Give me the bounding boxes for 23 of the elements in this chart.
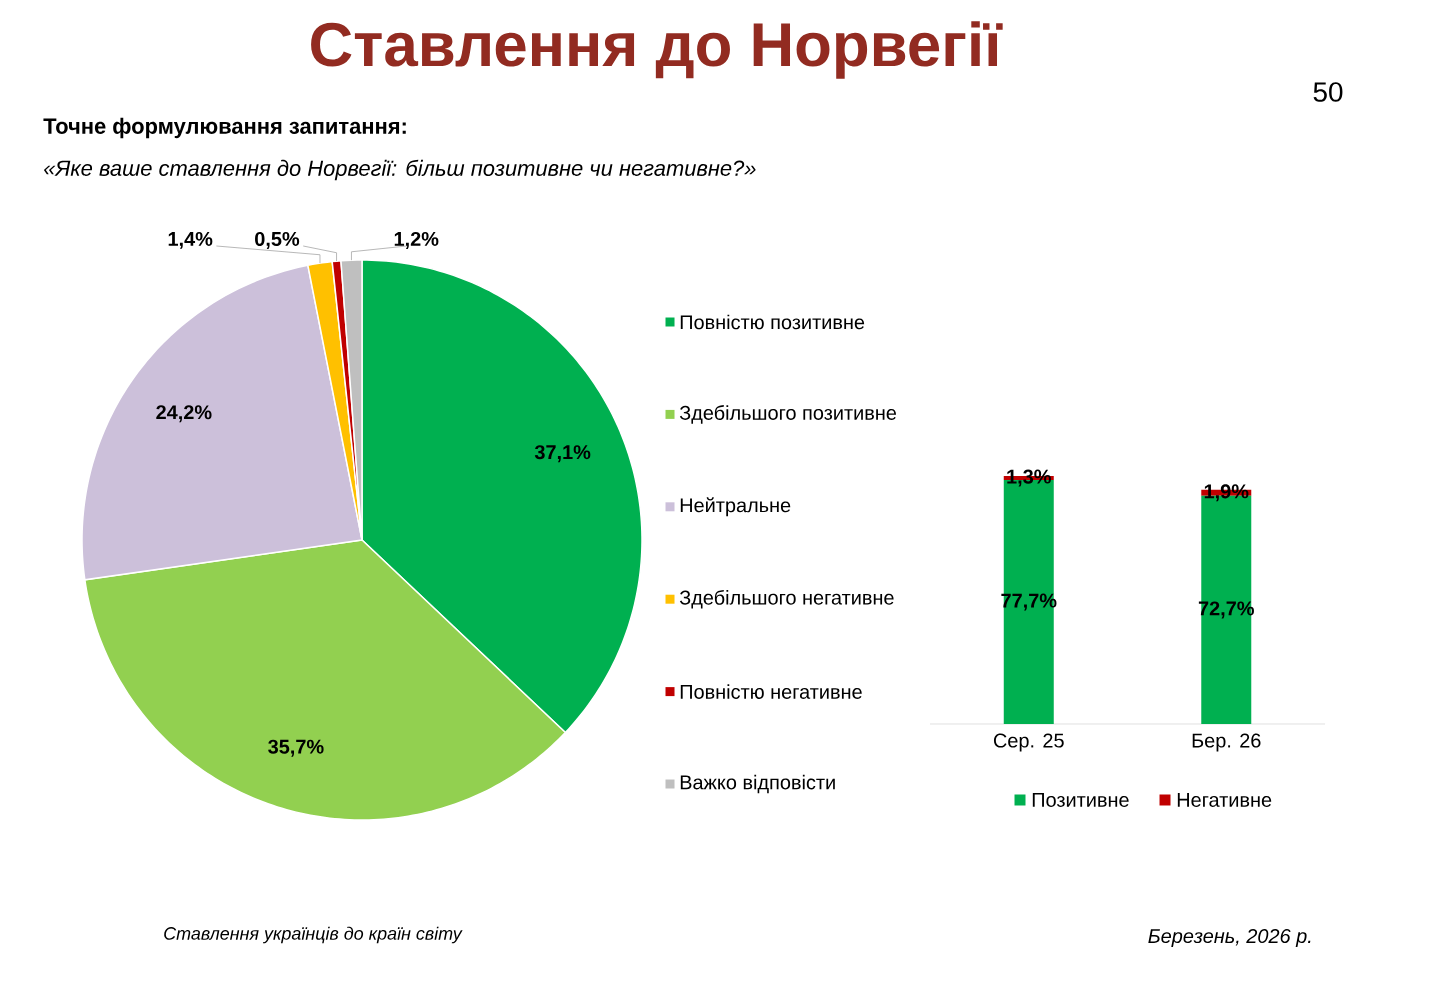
data-label: 24,2%	[156, 405, 212, 423]
data-label: 1,2%	[394, 231, 439, 249]
legend-label: Здебільшого негативне	[679, 589, 894, 609]
data-label: 37,1%	[534, 445, 591, 463]
data-label: 1,3%	[1007, 469, 1051, 487]
x-tick-label: Бер. 26	[1192, 733, 1261, 752]
legend-label: Негативне	[1177, 793, 1272, 807]
data-label: 35,7%	[268, 739, 324, 757]
text: 50	[1313, 82, 1343, 102]
legend-label: Нейтральне	[680, 497, 791, 517]
text: «Яке ваше ставлення до Норвегії: більш позитивне чи негативне?»	[44, 159, 756, 181]
text: Ставлення українців до країн світу	[164, 926, 463, 944]
legend-label: Здебільшого позитивне	[679, 405, 897, 424]
legend-label: Важко відповісти	[680, 774, 835, 794]
chart-title: Ставлення до Норвегії	[311, 21, 1003, 79]
chart-subtitle: Точне формулювання запитання:	[43, 117, 406, 139]
x-tick-label: Сер. 25	[993, 733, 1064, 752]
legend-label: Повністю негативне	[680, 684, 862, 699]
legend-label: Повністю позитивне	[680, 314, 865, 330]
legend-label: Позитивне	[1032, 793, 1129, 807]
data-label: 0,5%	[255, 231, 300, 249]
data-label: 1,4%	[168, 231, 213, 249]
text: Березень, 2026 р.	[1148, 928, 1311, 948]
